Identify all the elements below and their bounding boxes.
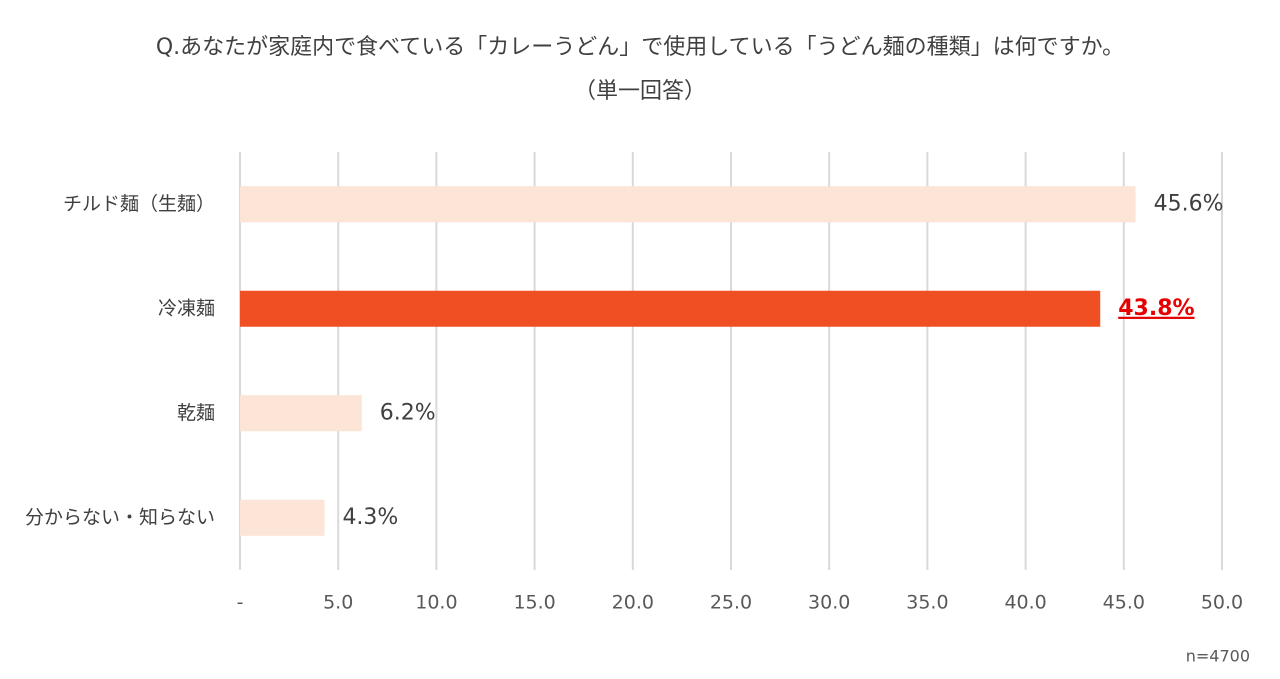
bar: [240, 395, 362, 432]
x-tick-label: 5.0: [323, 592, 353, 614]
chart-subtitle: （単一回答）: [574, 79, 706, 104]
chart-title: Q.あなたが家庭内で食べている「カレーうどん」で使用している「うどん麺の種類」は…: [156, 35, 1124, 60]
x-tick-label: 10.0: [415, 592, 457, 614]
x-tick-label: 50.0: [1201, 592, 1243, 614]
bar: [240, 186, 1136, 223]
x-tick-label: 15.0: [513, 592, 555, 614]
value-label: 4.3%: [342, 505, 398, 530]
x-tick-label: 30.0: [808, 592, 850, 614]
x-tick-label: 20.0: [612, 592, 654, 614]
x-tick-label: 35.0: [906, 592, 948, 614]
value-label: 43.8%: [1118, 296, 1194, 321]
bar: [240, 290, 1101, 327]
value-label: 45.6%: [1154, 191, 1224, 216]
value-label: 6.2%: [380, 400, 436, 425]
x-tick-label: -: [237, 592, 244, 614]
x-tick-label: 25.0: [710, 592, 752, 614]
y-tick-label: 乾麺: [177, 402, 215, 424]
x-tick-label: 45.0: [1103, 592, 1145, 614]
x-tick-label: 40.0: [1004, 592, 1046, 614]
bar: [240, 499, 325, 536]
sample-note: n=4700: [1186, 647, 1250, 666]
y-tick-label: チルド麺（生麺）: [63, 193, 215, 215]
y-tick-label: 冷凍麺: [158, 297, 215, 319]
y-tick-label: 分からない・知らない: [25, 506, 215, 528]
